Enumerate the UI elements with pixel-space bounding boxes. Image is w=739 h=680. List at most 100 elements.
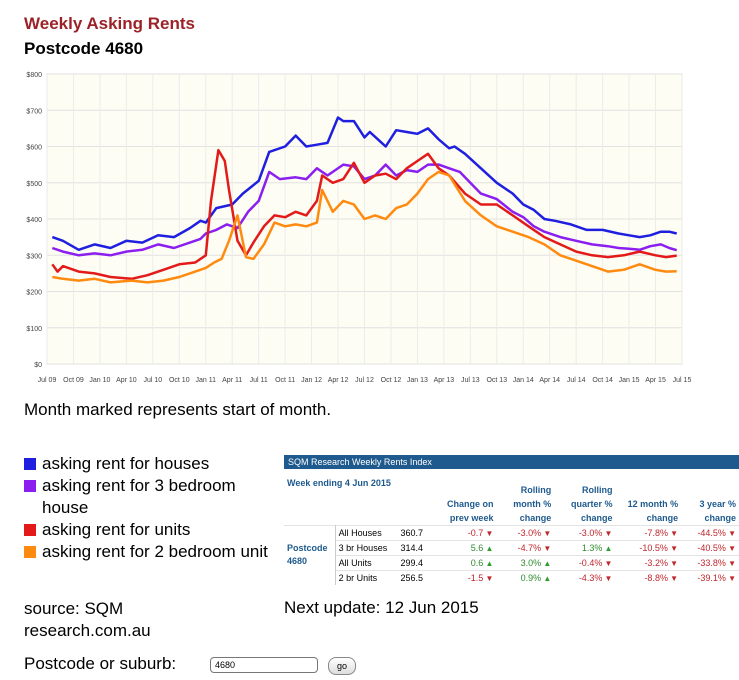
x-tick-label: Oct 09 (63, 377, 84, 384)
change-cell: -0.7 ▼ (430, 524, 497, 540)
down-arrow-icon: ▼ (602, 528, 613, 538)
dwelling-type: All Units (335, 554, 398, 570)
postcode-search-input[interactable] (210, 657, 318, 673)
x-tick-label: Jan 10 (89, 377, 110, 384)
series-line (51, 148, 677, 281)
x-tick-label: Jan 11 (196, 377, 217, 384)
up-arrow-icon: ▲ (483, 558, 494, 568)
page-title: Weekly Asking Rents (24, 14, 196, 33)
y-tick-label: $300 (26, 253, 42, 260)
x-tick-label: Jul 12 (355, 377, 374, 384)
x-tick-label: Jul 09 (38, 377, 57, 384)
week-ending: Week ending 4 Jun 2015 (287, 478, 391, 488)
chart-legend: asking rent for houses asking rent for 3… (24, 453, 279, 563)
change-value: -40.5% (697, 542, 726, 553)
legend-label: asking rent for 3 bedroom house (42, 476, 236, 517)
y-tick-label: $600 (26, 145, 42, 152)
x-tick-label: Jan 15 (619, 377, 640, 384)
change-cell: -3.0% ▼ (554, 524, 616, 540)
series-line (51, 116, 677, 252)
change-value: -3.2% (644, 557, 668, 568)
legend-swatch (24, 546, 36, 558)
go-button[interactable]: go (328, 657, 356, 675)
x-tick-label: Apr 14 (539, 377, 560, 384)
down-arrow-icon: ▼ (725, 543, 736, 553)
x-tick-label: Jul 11 (250, 377, 268, 384)
change-cell: 0.6 ▲ (430, 554, 497, 570)
y-tick-label: $100 (26, 326, 42, 333)
search-label: Postcode or suburb: (24, 654, 177, 673)
x-tick-label: Oct 13 (486, 377, 507, 384)
change-value: 0.6 (470, 557, 484, 568)
x-tick-label: Oct 14 (592, 377, 613, 384)
x-tick-label: Jan 12 (301, 377, 322, 384)
down-arrow-icon: ▼ (483, 573, 494, 583)
dwelling-type: 3 br Houses (335, 539, 398, 555)
up-arrow-icon: ▲ (541, 558, 552, 568)
source-credit: source: SQM research.com.au (24, 599, 151, 640)
dwelling-type: All Houses (335, 524, 398, 540)
page-subtitle: Postcode 4680 (24, 39, 144, 58)
x-tick-label: Jul 14 (567, 377, 586, 384)
legend-item-houses: asking rent for houses (24, 453, 279, 475)
change-cell: -3.2% ▼ (615, 554, 682, 570)
change-value: 3.0% (520, 557, 542, 568)
down-arrow-icon: ▼ (667, 543, 679, 553)
change-value: -4.3% (578, 572, 603, 583)
next-update: Next update: 12 Jun 2015 (284, 598, 479, 617)
legend-swatch (24, 480, 36, 492)
change-cell: 0.9% ▲ (496, 569, 555, 585)
down-arrow-icon: ▼ (602, 573, 613, 583)
y-tick-label: $200 (26, 290, 42, 297)
change-cell: -39.1% ▼ (681, 569, 739, 585)
change-value: 5.6 (470, 542, 484, 553)
x-tick-label: Jul 13 (461, 377, 480, 384)
y-tick-label: $500 (26, 181, 42, 188)
col-header: 12 month % change (627, 498, 679, 523)
change-value: -33.8% (697, 557, 726, 568)
series-line (52, 170, 677, 284)
change-value: -0.7 (467, 527, 484, 538)
rents-index-table: SQM Research Weekly Rents Index Week end… (284, 455, 739, 585)
change-cell: -40.5% ▼ (681, 539, 739, 555)
chart-note: Month marked represents start of month. (24, 400, 332, 419)
down-arrow-icon: ▼ (725, 558, 736, 568)
change-cell: -7.8% ▼ (615, 524, 682, 540)
up-arrow-icon: ▲ (541, 573, 552, 583)
change-cell: -8.8% ▼ (615, 569, 682, 585)
x-tick-label: Jan 14 (513, 377, 534, 384)
up-arrow-icon: ▲ (483, 543, 494, 553)
down-arrow-icon: ▼ (541, 543, 552, 553)
legend-label: asking rent for 2 bedroom unit (42, 542, 268, 561)
col-header: Rolling quarter % change (570, 484, 613, 523)
dwelling-type: 2 br Units (335, 569, 398, 585)
change-value: -39.1% (697, 572, 726, 583)
table-row: Postcode 4680 All Houses 360.7 -0.7 ▼ -3.0% … (284, 524, 739, 585)
x-tick-label: Apr 13 (434, 377, 455, 384)
table-row: 2 br Units 256.5 -1.5 ▼ 0.9% ▲ -4.3% ▼ -8.8% … (284, 569, 739, 585)
change-cell: -0.4% ▼ (554, 554, 616, 570)
change-value: 0.9% (520, 572, 542, 583)
table-title: SQM Research Weekly Rents Index (284, 455, 739, 469)
change-value: -4.7% (517, 542, 542, 553)
x-tick-label: Apr 10 (116, 377, 137, 384)
legend-swatch (24, 524, 36, 536)
table-row: 3 br Houses 314.4 5.6 ▲ -4.7% ▼ 1.3% ▲ -10.5%… (284, 539, 739, 555)
rent-line-chart: $0 $100 $200 $300 $400 $500 $600 $700 $800 Jul 0… (26, 72, 691, 384)
change-value: -3.0% (578, 527, 603, 538)
legend-item-2br-units: asking rent for 2 bedroom unit (24, 541, 279, 563)
col-header: 3 year % change (699, 498, 736, 523)
y-tick-label: $0 (34, 362, 42, 369)
rent-value: 360.7 (397, 524, 431, 540)
down-arrow-icon: ▼ (725, 528, 736, 538)
legend-swatch (24, 458, 36, 470)
rent-value: 256.5 (397, 569, 431, 585)
y-tick-label: $700 (26, 108, 42, 115)
x-tick-label: Apr 15 (645, 377, 666, 384)
legend-item-3br-houses: asking rent for 3 bedroom house (24, 475, 279, 519)
legend-label: asking rent for houses (42, 454, 210, 473)
change-cell: 5.6 ▲ (430, 539, 497, 555)
change-value: -3.0% (517, 527, 542, 538)
change-value: -0.4% (578, 557, 603, 568)
postcode-cell: Postcode 4680 (284, 524, 336, 585)
